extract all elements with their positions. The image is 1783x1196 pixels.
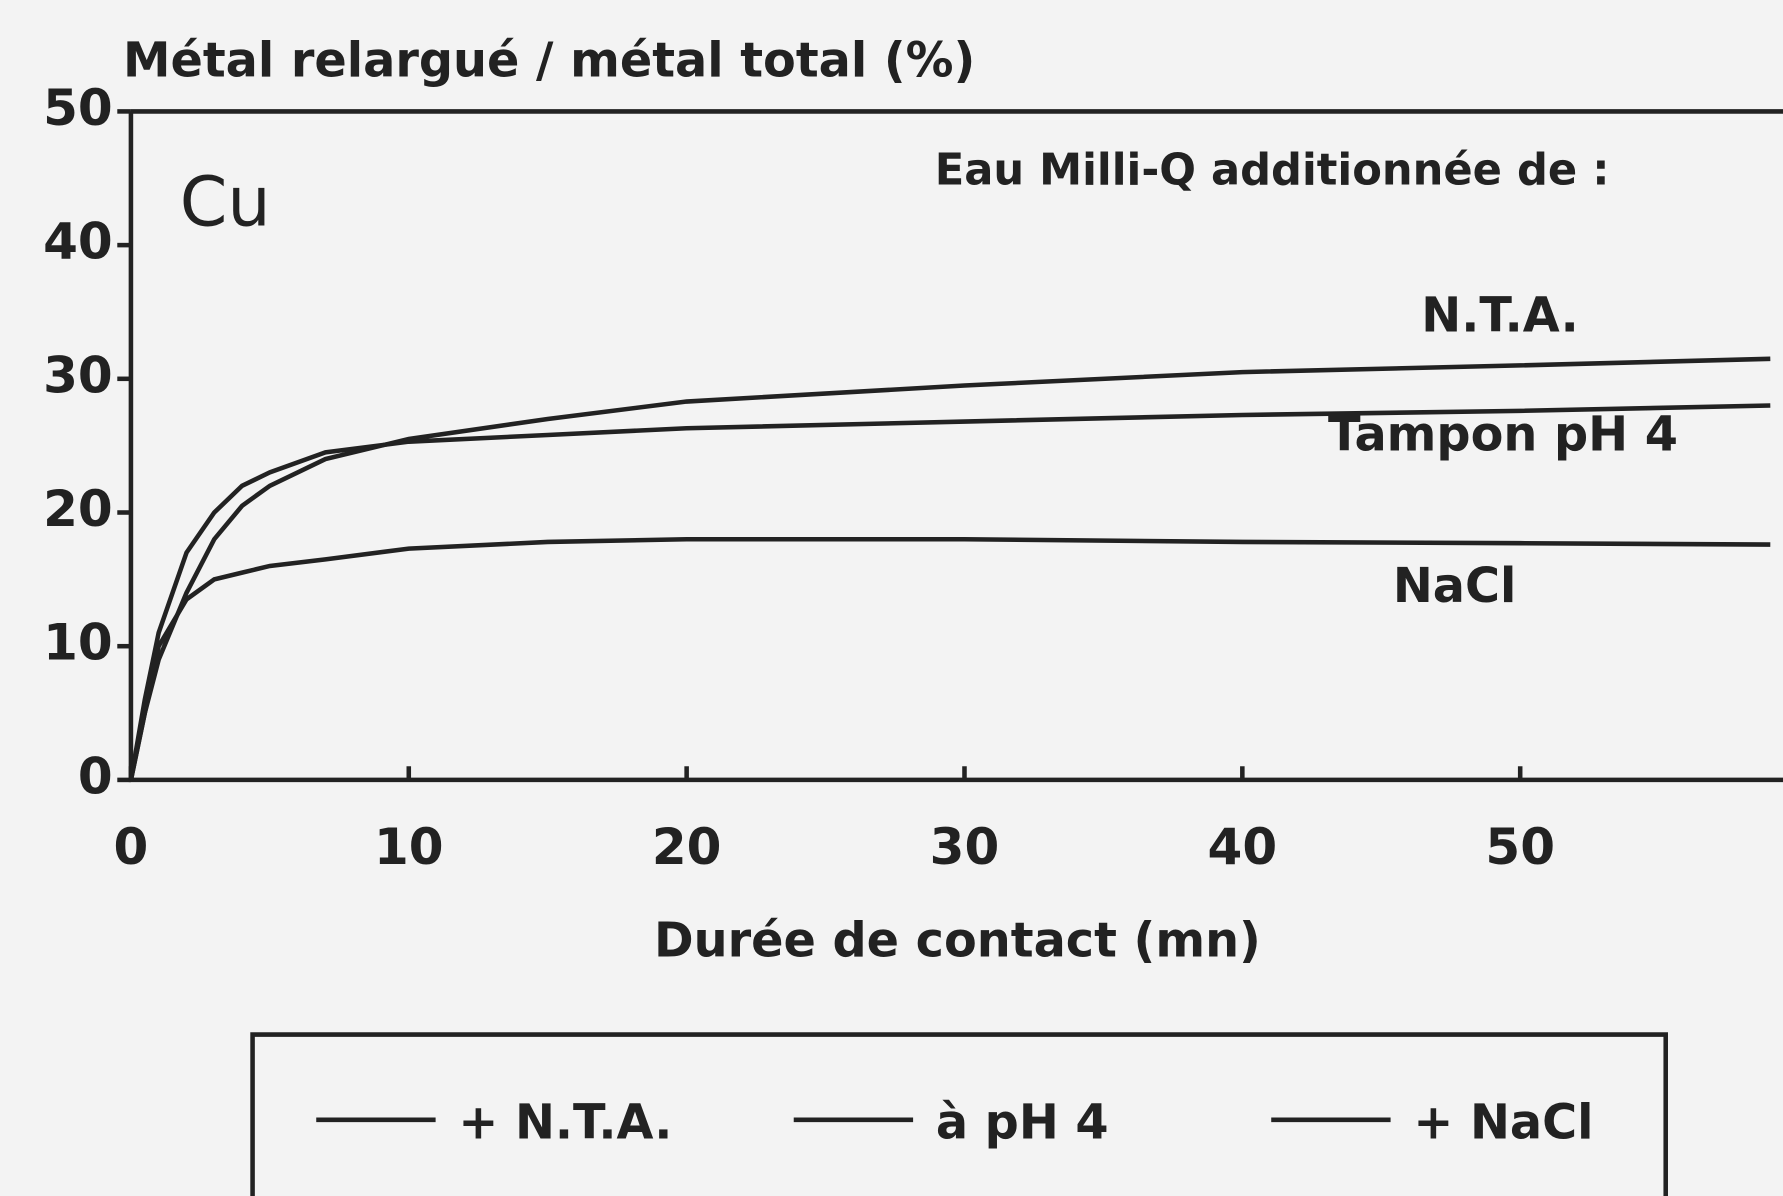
y-axis-label: Métal relargué / métal total (%): [123, 34, 975, 89]
y-tick-label: 20: [43, 480, 113, 538]
y-tick-label: 10: [43, 614, 113, 672]
series-line: [128, 356, 1771, 781]
x-tick-label: 20: [652, 818, 722, 876]
legend-title: Eau Milli-Q additionnée de :: [935, 145, 1610, 195]
legend-label: + NaCl: [1413, 1096, 1593, 1151]
line-label: NaCl: [1393, 559, 1517, 614]
y-tick-label: 50: [43, 79, 113, 137]
x-axis-label: Durée de contact (mn): [654, 914, 1261, 969]
x-tick-label: 0: [114, 818, 149, 876]
x-tick-label: 50: [1485, 818, 1555, 876]
legend-box: [250, 1032, 1668, 1196]
line-label: Tampon pH 4: [1328, 408, 1678, 463]
y-tick-label: 0: [78, 747, 113, 805]
series-line: [128, 403, 1771, 781]
x-tick-label: 30: [930, 818, 1000, 876]
y-tick-label: 40: [43, 213, 113, 271]
x-tick-label: 40: [1208, 818, 1278, 876]
legend-label: à pH 4: [936, 1096, 1109, 1151]
y-tick-label: 30: [43, 346, 113, 404]
legend-label: + N.T.A.: [458, 1096, 672, 1151]
series-line: [128, 536, 1771, 781]
x-tick-label: 10: [374, 818, 444, 876]
element-label: Cu: [180, 163, 271, 242]
line-label: N.T.A.: [1421, 288, 1578, 343]
